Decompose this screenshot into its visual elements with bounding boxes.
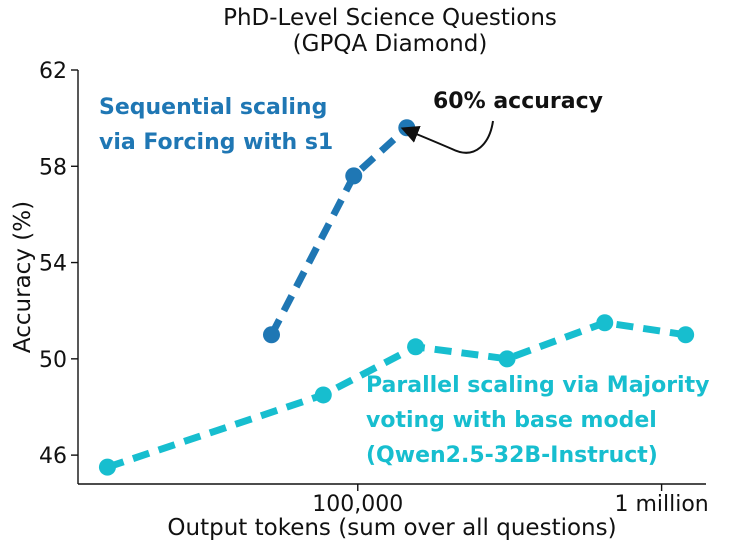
chart-subtitle: (GPQA Diamond) <box>293 31 488 57</box>
sequential-data-point <box>398 119 416 137</box>
parallel-data-point <box>677 326 695 344</box>
x-ticks: 100,000 1 million <box>312 484 709 517</box>
x-tick-label: 1 million <box>614 492 708 517</box>
sequential-series-label: Sequential scaling via Forcing with s1 <box>99 95 335 155</box>
callout-arrow <box>400 120 494 154</box>
chart-title: PhD-Level Science Questions <box>223 5 557 31</box>
sequential-data-point <box>262 326 280 344</box>
sequential-label-line-1: Sequential scaling <box>99 95 327 120</box>
parallel-label-line-2: voting with base model <box>366 408 657 433</box>
parallel-label-line-3: (Qwen2.5-32B-Instruct) <box>366 443 658 468</box>
y-tick-label: 50 <box>39 348 67 373</box>
y-ticks: 46 50 54 58 62 <box>39 59 78 469</box>
parallel-series-label: Parallel scaling via Majority voting wit… <box>366 373 717 468</box>
parallel-series-line <box>106 319 687 471</box>
y-axis-label: Accuracy (%) <box>10 201 36 353</box>
y-tick-label: 54 <box>39 252 67 277</box>
parallel-data-point <box>407 338 425 356</box>
y-tick-label: 46 <box>39 444 67 469</box>
y-tick-label: 62 <box>39 59 67 84</box>
accuracy-callout: 60% accuracy <box>433 89 603 114</box>
parallel-data-point <box>98 458 116 476</box>
sequential-data-point <box>345 167 363 185</box>
x-tick-label: 100,000 <box>312 492 403 517</box>
parallel-data-point <box>498 350 516 368</box>
sequential-series-line <box>268 125 410 337</box>
y-tick-label: 58 <box>39 155 67 180</box>
parallel-label-line-1: Parallel scaling via Majority <box>366 373 709 398</box>
parallel-data-point <box>314 386 332 404</box>
sequential-label-line-2: via Forcing with s1 <box>99 130 333 155</box>
parallel-data-point <box>596 314 614 332</box>
x-axis-label: Output tokens (sum over all questions) <box>167 515 616 541</box>
